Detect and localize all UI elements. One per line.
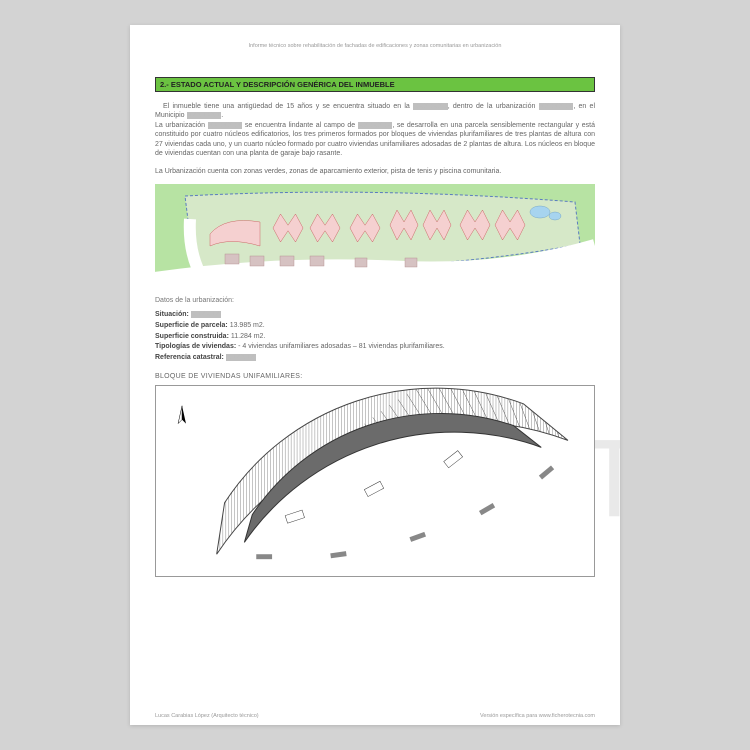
- data-value: XXXXXX: [226, 354, 256, 361]
- redacted: XXXXXXX: [358, 122, 393, 129]
- data-row: Situación: XXXXXX: [155, 310, 595, 320]
- redacted: XXXXXXX: [413, 103, 448, 110]
- redacted: XXXXXXX: [208, 122, 243, 129]
- section-title-bar: 2.- ESTADO ACTUAL Y DESCRIPCIÓN GENÉRICA…: [155, 77, 595, 92]
- data-list: Situación: XXXXXXSuperficie de parcela: …: [155, 310, 595, 363]
- section-title-text: ESTADO ACTUAL Y DESCRIPCIÓN GENÉRICA DEL…: [171, 80, 395, 89]
- page-header: Informe técnico sobre rehabilitación de …: [155, 43, 595, 49]
- data-label: Referencia catastral:: [155, 354, 226, 361]
- paragraph-3: La Urbanización cuenta con zonas verdes,…: [155, 167, 595, 176]
- footer-left: Lucas Carabias López (Arquitecto técnico…: [155, 713, 259, 719]
- north-arrow-icon: [178, 406, 186, 424]
- p2a: La urbanización: [155, 122, 208, 129]
- data-value: 11.284 m2.: [231, 333, 266, 340]
- data-row: Referencia catastral: XXXXXX: [155, 353, 595, 363]
- data-label: Tipologías de viviendas:: [155, 343, 238, 350]
- redacted: XXXXXXX: [187, 112, 222, 119]
- footer-right: Versión específica para www.ficherotecni…: [480, 713, 595, 719]
- data-row: Superficie construida: 11.284 m2.: [155, 332, 595, 342]
- p1d: .: [221, 112, 223, 119]
- data-value: 13.985 m2.: [230, 322, 265, 329]
- data-value: XXXXXX: [191, 311, 221, 318]
- block-plan-svg: [156, 386, 594, 576]
- data-row: Superficie de parcela: 13.985 m2.: [155, 321, 595, 331]
- data-label: Superficie de parcela:: [155, 322, 230, 329]
- page-content: Informe técnico sobre rehabilitación de …: [155, 43, 595, 577]
- section-number: 2.-: [160, 80, 169, 89]
- site-plan-svg: [155, 184, 595, 289]
- paragraph-1: El inmueble tiene una antigüedad de 15 a…: [155, 102, 595, 159]
- site-plan-figure: [155, 184, 595, 289]
- page-footer: Lucas Carabias López (Arquitecto técnico…: [155, 713, 595, 719]
- data-row: Tipologías de viviendas: - 4 viviendas u…: [155, 342, 595, 352]
- document-page: FT Informe técnico sobre rehabilitación …: [130, 25, 620, 725]
- block-plan-figure: [155, 385, 595, 577]
- data-label: Superficie construida:: [155, 333, 231, 340]
- p1b: , dentro de la urbanización: [448, 103, 539, 110]
- data-label: Situación:: [155, 311, 191, 318]
- site-plan-caption: Datos de la urbanización:: [155, 297, 595, 304]
- redacted: XXXXXXX: [539, 103, 574, 110]
- p2b: se encuentra lindante al campo de: [242, 122, 357, 129]
- data-value: - 4 viviendas unifamiliares adosadas – 8…: [238, 343, 445, 350]
- sub-heading: BLOQUE DE VIVIENDAS UNIFAMILIARES:: [155, 373, 595, 380]
- p1a: El inmueble tiene una antigüedad de 15 a…: [163, 103, 413, 110]
